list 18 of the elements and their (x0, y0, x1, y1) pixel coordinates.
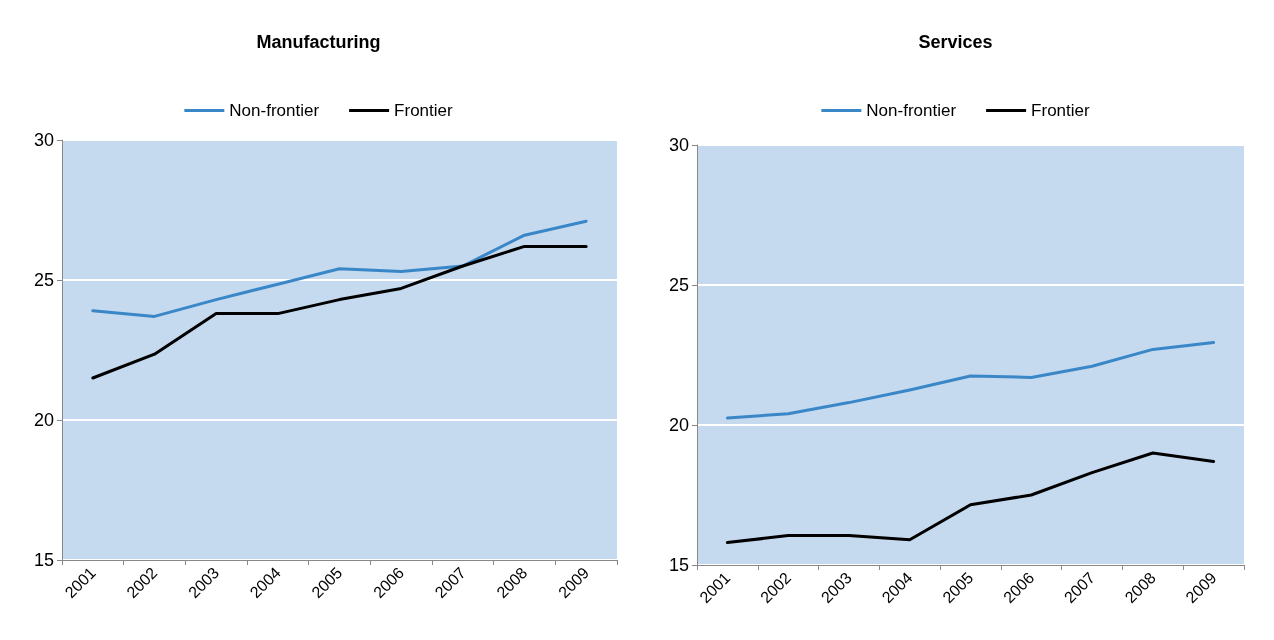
y-tick-label: 30 (33, 130, 54, 150)
line-series (91, 219, 588, 318)
chart-title: Manufacturing (256, 32, 381, 52)
legend-label: Non-frontier (229, 101, 320, 120)
y-tick-label: 15 (668, 555, 689, 575)
legend-label: Frontier (394, 101, 453, 120)
line-series (725, 451, 1216, 545)
chart-title: Services (918, 32, 993, 52)
line-series (91, 244, 588, 380)
y-tick-label: 15 (33, 550, 54, 570)
legend-label: Non-frontier (866, 101, 957, 120)
y-tick-label: 30 (668, 135, 689, 155)
y-tick-label: 25 (668, 275, 689, 295)
y-tick-label: 20 (668, 415, 689, 435)
line-series (725, 340, 1216, 420)
y-tick-label: 25 (33, 270, 54, 290)
y-tick-label: 20 (33, 410, 54, 430)
legend-label: Frontier (1031, 101, 1090, 120)
